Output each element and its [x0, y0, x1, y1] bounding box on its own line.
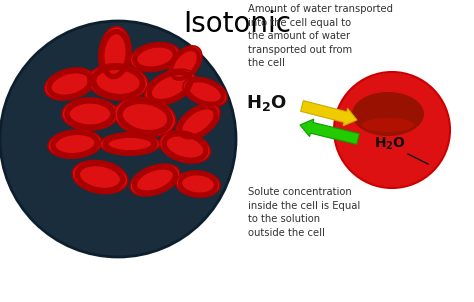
Text: Isotonic: Isotonic [183, 10, 291, 38]
FancyArrow shape [301, 101, 357, 126]
Text: Solute concentration
inside the cell is Equal
to the solution
outside the cell: Solute concentration inside the cell is … [248, 187, 360, 238]
Ellipse shape [130, 43, 180, 72]
FancyArrow shape [300, 119, 359, 144]
Ellipse shape [62, 98, 118, 130]
Ellipse shape [45, 68, 95, 100]
Ellipse shape [358, 93, 418, 127]
Text: Amount of water transported
into the cell equal to
the amount of water
transport: Amount of water transported into the cel… [248, 4, 393, 68]
Text: $\bf{H_2O}$: $\bf{H_2O}$ [246, 93, 286, 113]
Ellipse shape [352, 92, 424, 136]
Ellipse shape [114, 98, 176, 137]
Ellipse shape [88, 64, 148, 100]
Ellipse shape [73, 160, 128, 194]
Ellipse shape [130, 164, 180, 196]
Ellipse shape [183, 78, 227, 107]
Ellipse shape [168, 46, 202, 82]
Text: $\bf{H_2O}$: $\bf{H_2O}$ [374, 136, 406, 152]
Ellipse shape [160, 131, 210, 163]
Ellipse shape [48, 130, 102, 158]
Ellipse shape [176, 171, 220, 197]
Ellipse shape [362, 118, 414, 132]
Ellipse shape [100, 133, 160, 155]
Circle shape [334, 72, 450, 188]
Circle shape [0, 21, 236, 257]
Ellipse shape [145, 69, 195, 105]
Ellipse shape [99, 27, 131, 82]
Ellipse shape [176, 104, 220, 140]
